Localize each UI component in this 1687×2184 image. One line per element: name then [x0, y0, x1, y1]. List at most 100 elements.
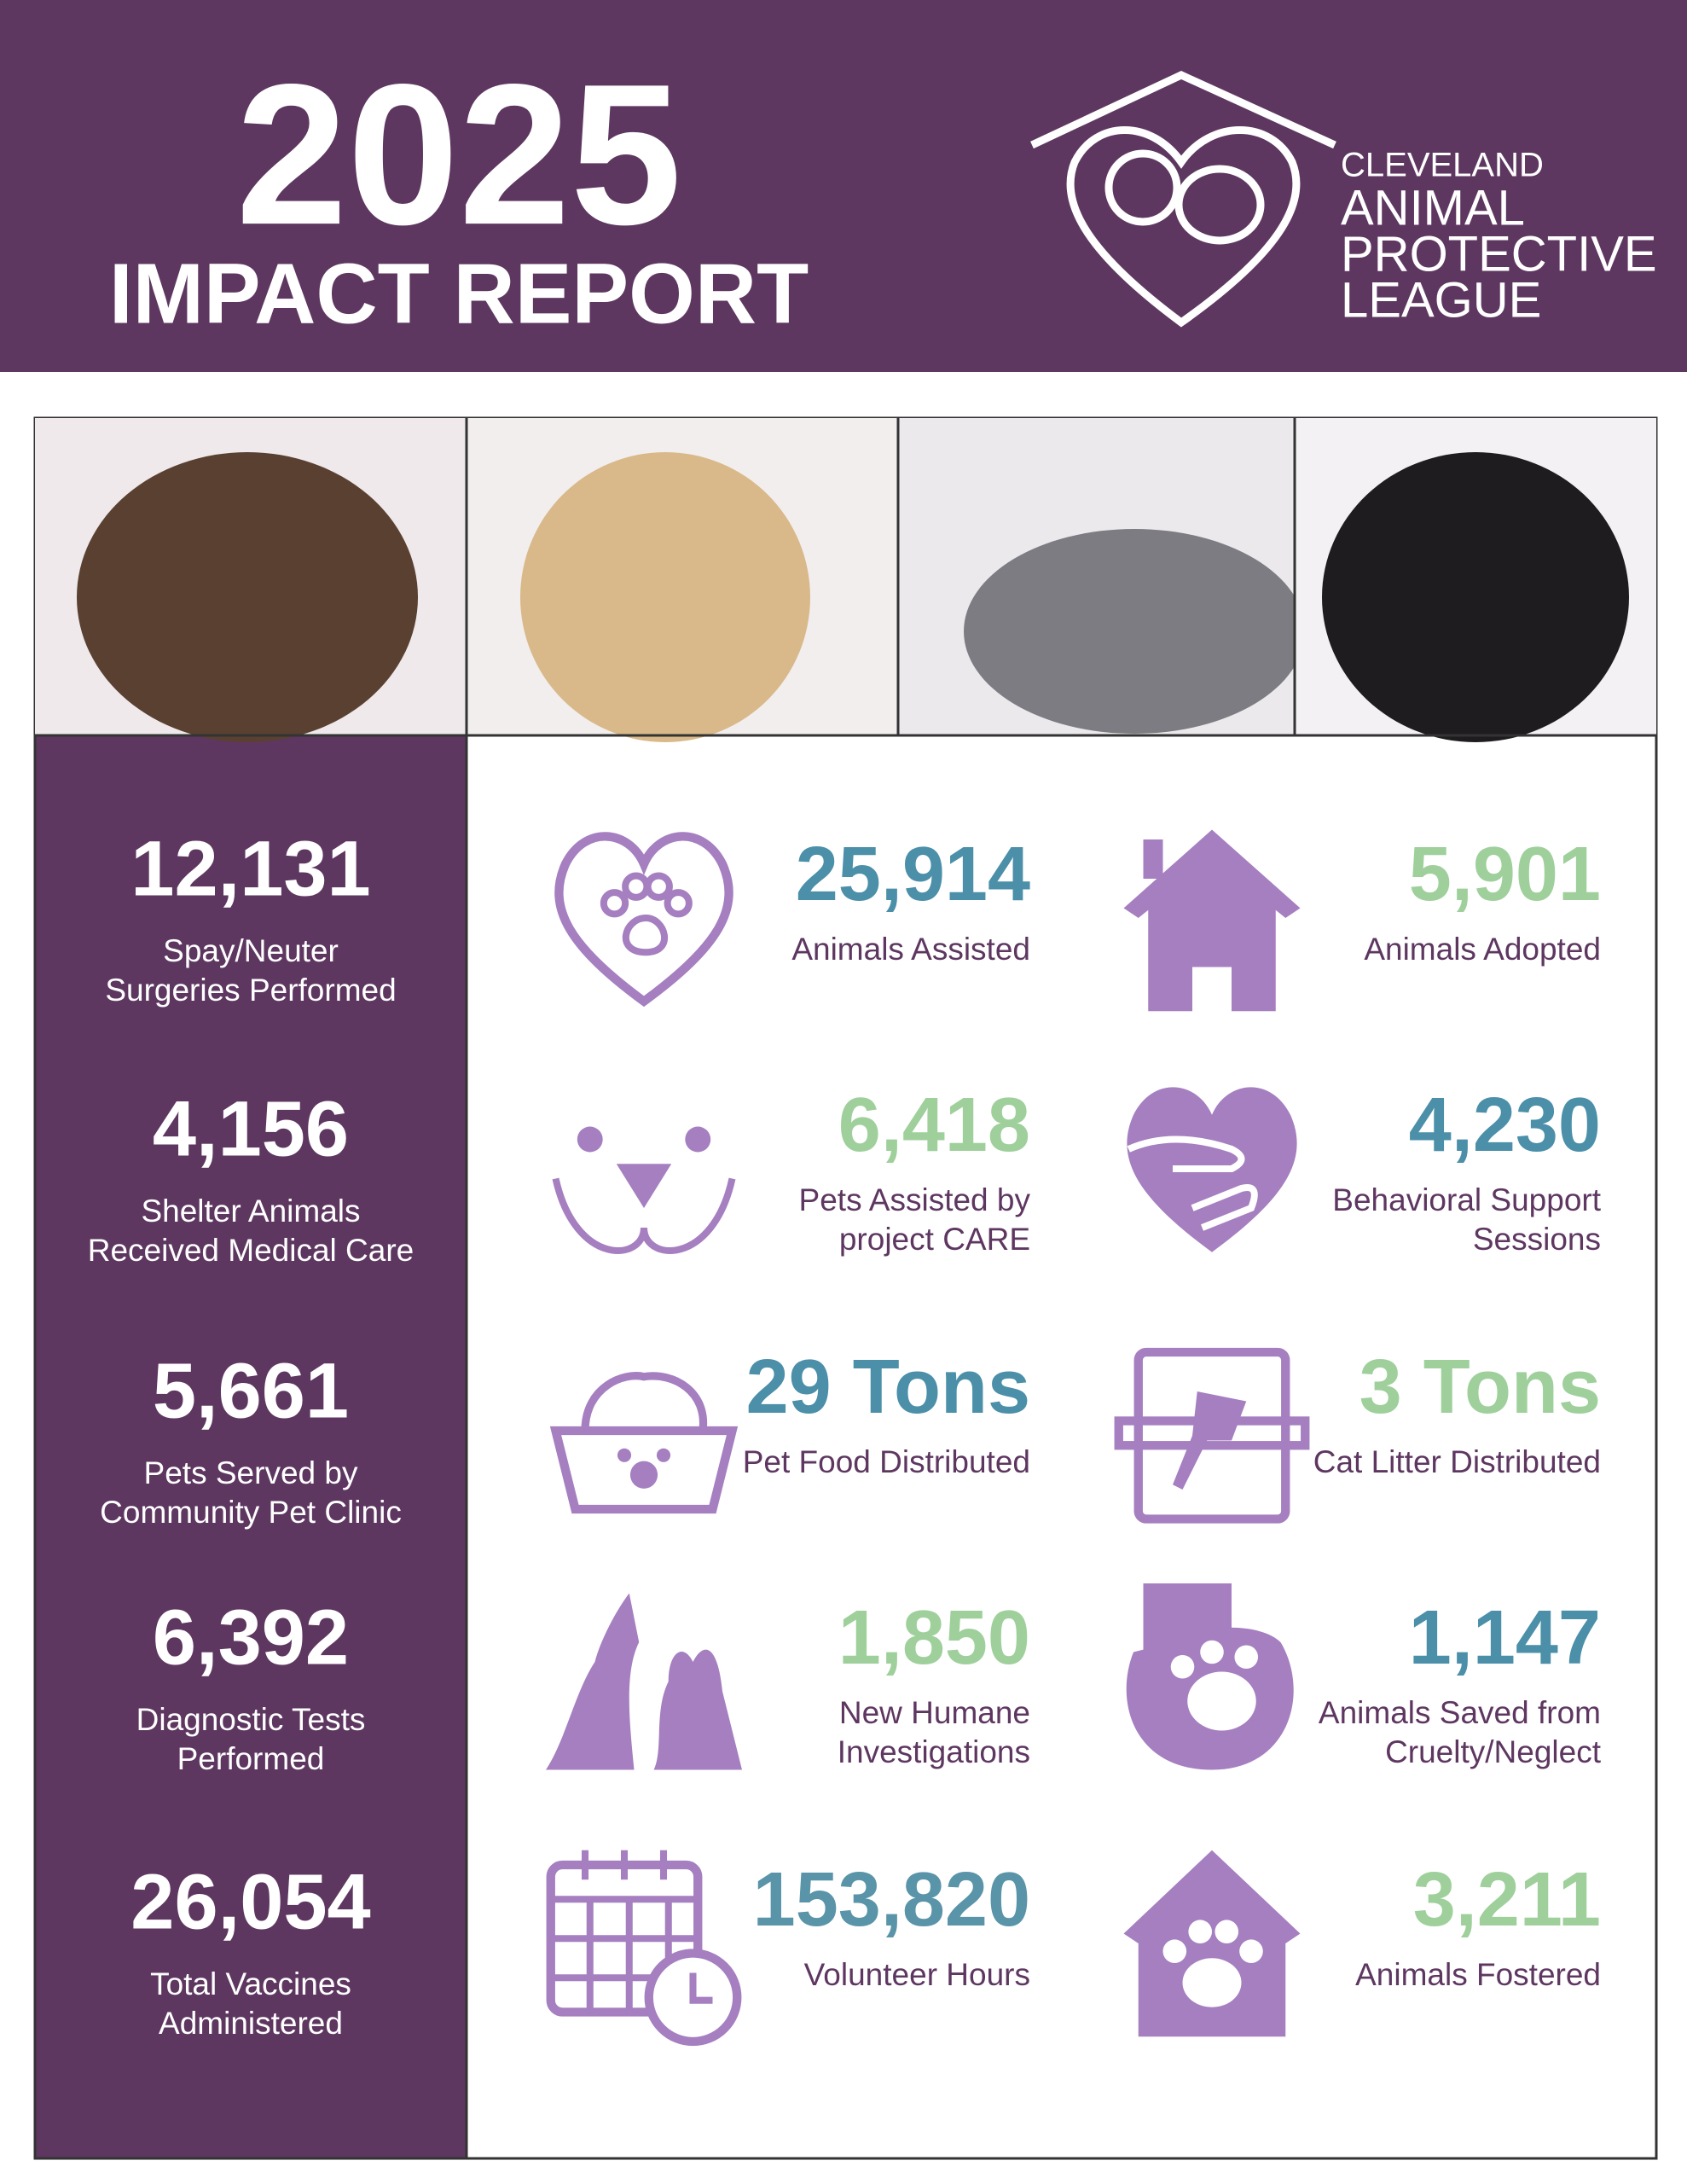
stat-value: 4,230: [1409, 1083, 1601, 1168]
icon-shape: [629, 1461, 658, 1489]
stat-icon: [546, 1593, 742, 1770]
stat-icon: [1123, 829, 1301, 1012]
stat-value: 3 Tons: [1359, 1345, 1601, 1430]
stat-value: 1,147: [1409, 1595, 1601, 1681]
photo-puppy-body: [1322, 452, 1629, 742]
sidebar-label: Spay/Neuter: [163, 933, 339, 968]
stat-icon: [554, 832, 733, 1008]
logo-mark: [1030, 71, 1336, 328]
stat-label: New Humane: [839, 1695, 1030, 1730]
logo-dog: [1174, 165, 1265, 245]
stat-value: 29 Tons: [746, 1345, 1030, 1430]
photo-dog-body: [520, 452, 810, 742]
sidebar-label: Diagnostic Tests: [136, 1702, 366, 1737]
stat-label: Animals Adopted: [1364, 932, 1601, 967]
icon-shape: [1123, 1850, 1301, 2037]
sidebar-label: Shelter Animals: [141, 1194, 360, 1228]
stat-icon: [1126, 1583, 1294, 1770]
stat-value: 5,901: [1409, 832, 1601, 917]
icon-shape: [644, 872, 673, 901]
stat-icon: [1114, 1347, 1310, 1524]
icon-shape: [554, 832, 733, 1008]
icon-shape: [1173, 1391, 1247, 1490]
sidebar-label: Performed: [177, 1741, 325, 1776]
icon-shape: [1239, 1939, 1263, 1963]
icon-shape: [689, 1972, 713, 2004]
logo-line: CLEVELAND: [1341, 147, 1544, 184]
icon-shape: [552, 1177, 736, 1254]
icon-shape: [577, 1126, 603, 1153]
icon-shape: [664, 889, 693, 918]
sidebar-label: Community Pet Clinic: [100, 1495, 402, 1530]
sidebar: [35, 735, 467, 2158]
sidebar-value: 26,054: [130, 1858, 370, 1945]
icon-shape: [1234, 1645, 1259, 1670]
icon-shape: [550, 1850, 699, 2013]
stat-label: Sessions: [1473, 1222, 1601, 1257]
icon-shape: [617, 1448, 632, 1462]
sidebar-label: Total Vaccines: [150, 1966, 351, 2001]
sidebar-label: Pets Served by: [144, 1455, 358, 1490]
stat-value: 1,850: [838, 1595, 1030, 1681]
sidebar-label: Administered: [159, 2006, 343, 2041]
stat-label: Cruelty/Neglect: [1385, 1734, 1602, 1769]
icon-shape: [1133, 1347, 1290, 1524]
sidebar-value: 12,131: [130, 825, 370, 912]
header-band: [0, 0, 1687, 372]
icon-shape: [1215, 1920, 1239, 1943]
icon-shape: [1187, 1671, 1256, 1731]
photo-cat-body: [77, 452, 418, 742]
photo-rabbit-body: [964, 529, 1305, 734]
stat-value: 3,211: [1413, 1857, 1601, 1943]
icon-shape: [1191, 1184, 1258, 1231]
sidebar-value: 6,392: [153, 1594, 349, 1681]
icon-shape: [622, 914, 668, 956]
icon-shape: [581, 1372, 708, 1432]
icon-shape: [1200, 1640, 1224, 1664]
logo-line: PROTECTIVE: [1341, 226, 1657, 282]
stat-icon: [1127, 1087, 1297, 1252]
icon-shape: [685, 1126, 711, 1153]
stat-icon: [552, 1126, 736, 1254]
logo-cat: [1104, 149, 1181, 226]
sidebar-label: Received Medical Care: [88, 1233, 415, 1268]
icon-shape: [616, 1164, 672, 1208]
logo-line: LEAGUE: [1341, 272, 1541, 328]
sidebar-label: Surgeries Performed: [105, 973, 396, 1008]
icon-shape: [1162, 1939, 1187, 1963]
stat-label: Animals Saved from: [1319, 1695, 1601, 1730]
subtitle: IMPACT REPORT: [109, 246, 809, 341]
title: 2025: [236, 42, 682, 266]
stat-label: Investigations: [838, 1734, 1030, 1769]
stat-value: 153,820: [753, 1857, 1030, 1943]
icon-shape: [546, 1593, 742, 1770]
stat-label: Pet Food Distributed: [743, 1444, 1030, 1479]
photos: [35, 418, 1656, 2158]
icon-shape: [1127, 1136, 1245, 1173]
stat-value: 6,418: [838, 1083, 1030, 1168]
stat-icon: [549, 1372, 739, 1514]
icon-shape: [1170, 1654, 1195, 1679]
stat-label: Animals Fostered: [1355, 1957, 1601, 1992]
icon-shape: [1188, 1920, 1212, 1943]
stat-label: Animals Assisted: [791, 932, 1030, 967]
stat-label: Pets Assisted by: [799, 1182, 1031, 1217]
logo-line: ANIMAL: [1341, 180, 1525, 235]
logo-roof: [1030, 71, 1336, 149]
stat-label: project CARE: [839, 1222, 1030, 1257]
stat-value: 25,914: [796, 832, 1030, 917]
stat-icon: [1123, 1850, 1301, 2037]
icon-shape: [656, 1448, 671, 1462]
logo-heart: [1066, 126, 1301, 328]
stat-label: Cat Litter Distributed: [1313, 1444, 1601, 1479]
icon-shape: [549, 1426, 739, 1514]
stat-label: Behavioral Support: [1332, 1182, 1601, 1217]
sidebar-value: 4,156: [153, 1085, 349, 1172]
icon-shape: [1182, 1958, 1242, 2007]
icon-shape: [1123, 829, 1301, 1012]
icon-shape: [1143, 839, 1163, 879]
sidebar-value: 5,661: [153, 1347, 349, 1434]
stat-icon: [546, 1850, 742, 2047]
